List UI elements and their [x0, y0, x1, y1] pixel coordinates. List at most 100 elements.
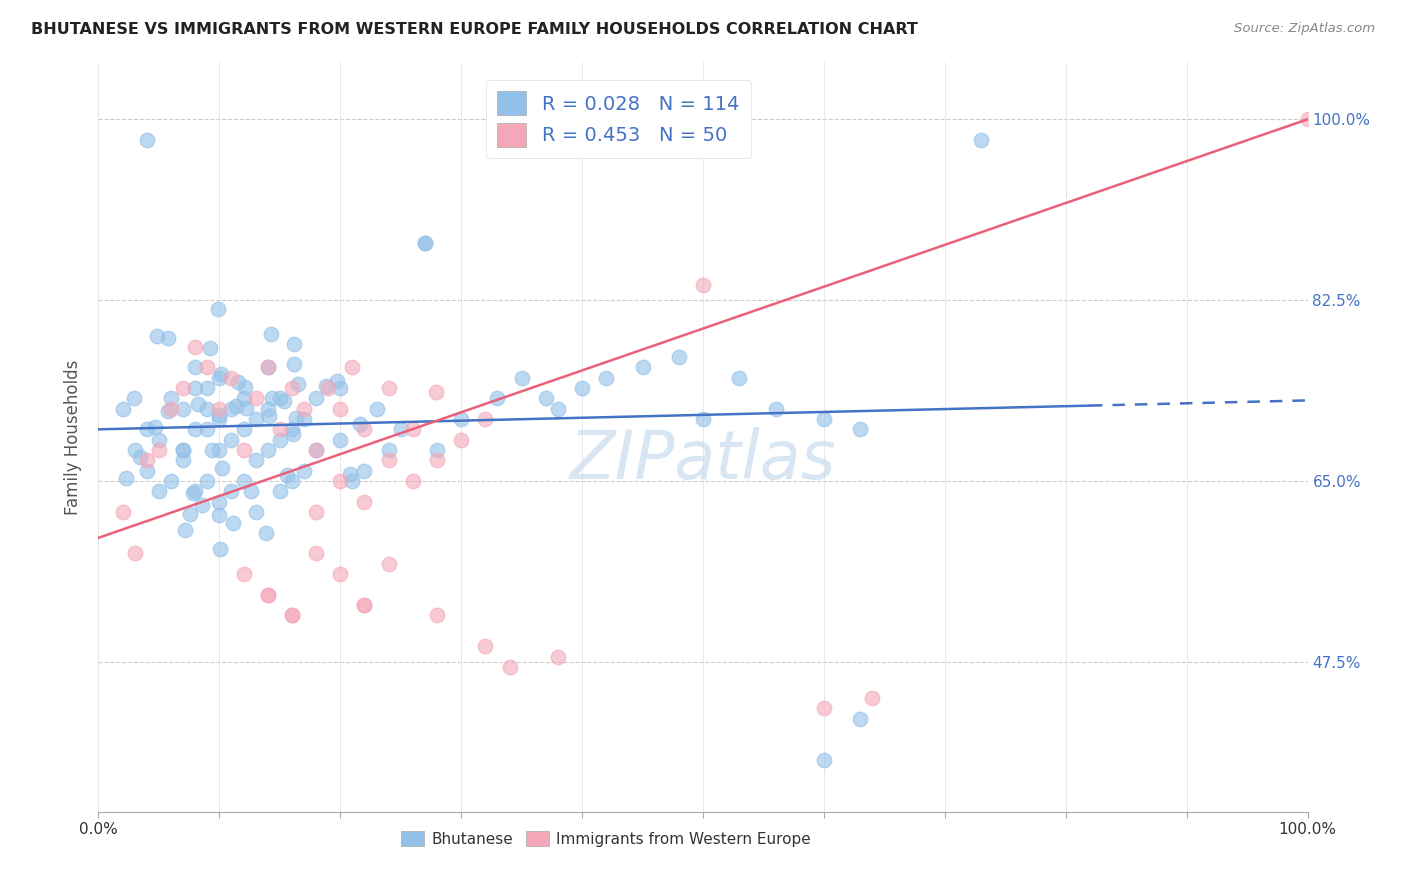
- Point: [208, 508, 231, 523]
- Point: [305, 505, 328, 519]
- Point: [326, 374, 349, 388]
- Point: [970, 133, 993, 147]
- Point: [211, 461, 233, 475]
- Point: [209, 367, 232, 381]
- Point: [135, 422, 157, 436]
- Point: [426, 442, 449, 457]
- Point: [281, 608, 304, 623]
- Point: [353, 598, 375, 612]
- Point: [208, 401, 231, 416]
- Point: [157, 331, 180, 345]
- Point: [402, 474, 425, 488]
- Point: [329, 381, 352, 395]
- Point: [305, 442, 328, 457]
- Point: [315, 379, 337, 393]
- Point: [534, 392, 557, 406]
- Point: [114, 471, 136, 485]
- Point: [450, 412, 472, 426]
- Point: [208, 542, 231, 557]
- Point: [172, 381, 194, 395]
- Point: [172, 443, 194, 458]
- Point: [232, 567, 254, 582]
- Point: [269, 484, 291, 499]
- Point: [860, 691, 883, 706]
- Point: [547, 401, 569, 416]
- Point: [257, 409, 280, 423]
- Point: [148, 484, 170, 499]
- Point: [728, 370, 751, 384]
- Point: [813, 753, 835, 767]
- Point: [187, 397, 209, 411]
- Point: [474, 640, 496, 654]
- Point: [181, 486, 204, 500]
- Point: [256, 360, 278, 375]
- Point: [474, 412, 496, 426]
- Point: [329, 567, 352, 582]
- Point: [207, 301, 229, 316]
- Point: [135, 453, 157, 467]
- Point: [571, 381, 593, 395]
- Point: [160, 392, 183, 406]
- Point: [260, 392, 283, 406]
- Point: [402, 422, 425, 436]
- Point: [245, 453, 267, 467]
- Point: [283, 357, 305, 371]
- Point: [235, 401, 257, 415]
- Point: [339, 467, 361, 482]
- Point: [668, 350, 690, 364]
- Point: [191, 498, 214, 512]
- Point: [160, 474, 183, 488]
- Point: [235, 380, 257, 394]
- Point: [329, 433, 352, 447]
- Point: [122, 391, 145, 405]
- Point: [413, 236, 436, 251]
- Point: [148, 442, 170, 457]
- Point: [284, 411, 307, 425]
- Point: [329, 401, 352, 416]
- Point: [849, 422, 872, 436]
- Point: [148, 433, 170, 447]
- Point: [256, 588, 278, 602]
- Point: [353, 464, 375, 478]
- Point: [329, 474, 352, 488]
- Point: [426, 453, 449, 467]
- Point: [292, 412, 315, 426]
- Point: [692, 412, 714, 426]
- Point: [281, 422, 304, 436]
- Point: [281, 381, 304, 395]
- Point: [124, 442, 146, 457]
- Point: [305, 392, 328, 406]
- Point: [377, 442, 399, 457]
- Point: [124, 546, 146, 560]
- Point: [208, 442, 231, 457]
- Point: [692, 277, 714, 292]
- Point: [221, 370, 243, 384]
- Point: [184, 340, 207, 354]
- Point: [256, 401, 278, 416]
- Point: [849, 712, 872, 726]
- Point: [232, 392, 254, 406]
- Point: [498, 660, 520, 674]
- Point: [239, 484, 262, 499]
- Point: [195, 360, 218, 375]
- Point: [221, 516, 243, 531]
- Point: [256, 588, 278, 602]
- Point: [305, 546, 328, 560]
- Text: ZIPatlas: ZIPatlas: [569, 426, 837, 492]
- Point: [232, 422, 254, 436]
- Point: [486, 392, 509, 406]
- Point: [273, 394, 295, 409]
- Point: [245, 505, 267, 519]
- Point: [283, 426, 305, 441]
- Point: [221, 401, 243, 416]
- Point: [157, 404, 180, 418]
- Point: [269, 392, 291, 406]
- Point: [174, 523, 197, 537]
- Point: [184, 422, 207, 436]
- Point: [245, 392, 267, 406]
- Point: [195, 474, 218, 488]
- Point: [547, 649, 569, 664]
- Point: [135, 464, 157, 478]
- Point: [208, 494, 231, 508]
- Point: [287, 377, 309, 392]
